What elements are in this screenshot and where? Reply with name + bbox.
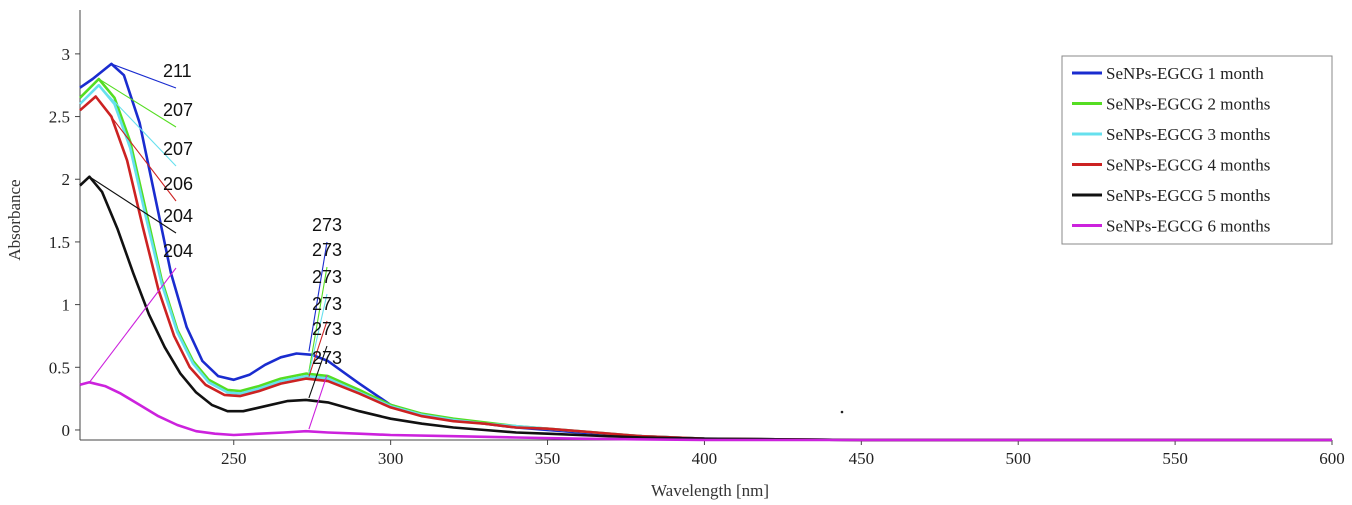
- legend-entry: SeNPs-EGCG 5 months: [1106, 186, 1270, 205]
- peak-leader-line: [98, 78, 177, 128]
- peak-leader-line: [308, 266, 328, 372]
- peak-leader-line: [95, 96, 177, 202]
- series-line-5: [79, 175, 1332, 442]
- y-tick-label: 2.5: [49, 108, 70, 127]
- peak-label: 273: [312, 267, 342, 287]
- peak-leader-line: [308, 320, 328, 377]
- x-tick-label: 400: [692, 449, 718, 468]
- series-line-4: [79, 95, 1332, 442]
- peak-leader-line: [89, 176, 177, 234]
- stray-dot: [840, 410, 844, 414]
- peak-annotations: 211 273 207 273 207 273 206 273 204 273 204 273: [88, 61, 342, 430]
- y-axis-label: Absorbance: [5, 179, 24, 260]
- x-tick-label: 550: [1162, 449, 1188, 468]
- series-layer: [79, 62, 1332, 442]
- peak-label: 273: [312, 294, 342, 314]
- peak-leader-line: [308, 241, 328, 352]
- y-tick-label: 2: [62, 170, 71, 189]
- x-tick-label: 250: [221, 449, 247, 468]
- peak-leader-line: [98, 84, 177, 167]
- x-axis-label: Wavelength [nm]: [651, 481, 769, 500]
- x-ticks: 250 300 350 400 450 500 550 600: [221, 440, 1345, 468]
- peak-leader-line: [308, 374, 328, 430]
- y-tick-label: 0.5: [49, 358, 70, 377]
- peak-label: 207: [163, 100, 193, 120]
- y-tick-label: 3: [62, 45, 71, 64]
- peak-leader-line: [88, 267, 177, 383]
- legend-entry: SeNPs-EGCG 6 months: [1106, 217, 1270, 236]
- x-tick-label: 600: [1319, 449, 1345, 468]
- axes: 250 300 350 400 450 500 550 600 0 0.5 1 1.5 2 2.5 3: [49, 10, 1345, 468]
- peak-label: 204: [163, 206, 193, 226]
- legend: SeNPs-EGCG 1 month SeNPs-EGCG 2 months SeN…: [1061, 55, 1333, 245]
- peak-label: 206: [163, 174, 193, 194]
- peak-label: 207: [163, 139, 193, 159]
- peak-label: 204: [163, 241, 193, 261]
- series-line-6: [79, 381, 1332, 442]
- x-tick-label: 450: [849, 449, 875, 468]
- peak-label: 273: [312, 215, 342, 235]
- peak-label: 273: [312, 348, 342, 368]
- x-tick-label: 500: [1005, 449, 1031, 468]
- peak-leader-line: [111, 63, 177, 89]
- legend-entry: SeNPs-EGCG 1 month: [1106, 64, 1264, 83]
- y-ticks: 0 0.5 1 1.5 2 2.5 3: [49, 45, 80, 440]
- x-tick-label: 300: [378, 449, 404, 468]
- peak-leader-line: [308, 345, 328, 399]
- y-tick-label: 0: [62, 421, 71, 440]
- peak-label: 211: [163, 61, 192, 81]
- peak-label: 273: [312, 240, 342, 260]
- peak-leader-line: [308, 293, 328, 375]
- y-tick-label: 1.5: [49, 233, 70, 252]
- legend-entry: SeNPs-EGCG 2 months: [1106, 95, 1270, 114]
- x-tick-label: 350: [535, 449, 561, 468]
- legend-entry: SeNPs-EGCG 3 months: [1106, 125, 1270, 144]
- legend-entry: SeNPs-EGCG 4 months: [1106, 156, 1270, 175]
- y-tick-label: 1: [62, 296, 71, 315]
- peak-label: 273: [312, 319, 342, 339]
- legend-box: [1061, 55, 1333, 245]
